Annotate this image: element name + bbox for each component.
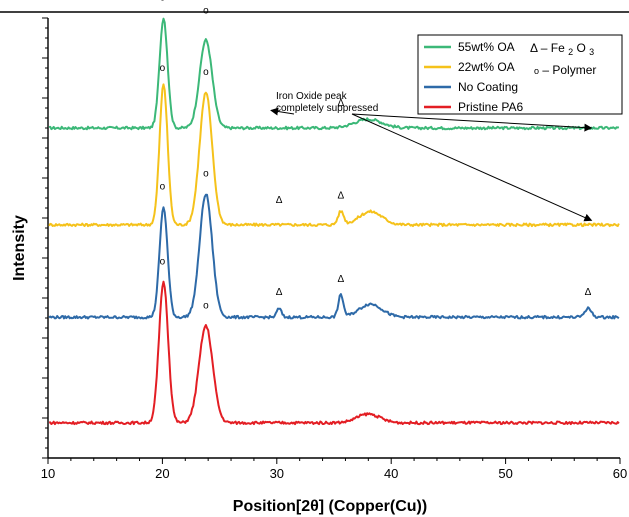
legend-box bbox=[417, 34, 623, 115]
peak-marker: Δ bbox=[585, 287, 592, 298]
legend-polymer-label: o – Polymer bbox=[534, 63, 596, 77]
annotation-arrow bbox=[351, 113, 593, 132]
peak-marker: Δ bbox=[276, 287, 283, 298]
peak-marker: o bbox=[203, 67, 209, 78]
x-tick-label: 60 bbox=[613, 466, 627, 481]
peak-marker: Δ bbox=[338, 98, 345, 109]
peak-markers: o o Δo o Δ Δo o Δ Δ Δo o bbox=[160, 0, 592, 311]
y-ticks bbox=[42, 17, 48, 459]
legend-fe2o3-label: Δ – Fe 2 O 3 bbox=[530, 41, 594, 58]
peak-marker: o bbox=[160, 182, 166, 193]
series-line-1 bbox=[49, 17, 620, 131]
x-tick-label: 30 bbox=[270, 466, 284, 481]
peak-marker: o bbox=[160, 63, 166, 74]
legend: 55wt% OA 22wt% OA No Coating Pristine PA6 Δ… bbox=[417, 34, 623, 115]
legend-label: No Coating bbox=[458, 80, 518, 94]
peak-marker: Δ bbox=[276, 195, 283, 206]
peak-marker: o bbox=[160, 256, 166, 267]
peak-marker: o bbox=[203, 6, 209, 17]
fe2o3-o: O bbox=[576, 41, 585, 55]
legend-label: Pristine PA6 bbox=[458, 100, 523, 114]
x-tick-label: 50 bbox=[498, 466, 512, 481]
legend-label: 22wt% OA bbox=[458, 60, 515, 74]
annotation: Iron Oxide peak completely suppressed bbox=[270, 91, 593, 222]
y-axis-title: Intensity bbox=[11, 215, 28, 281]
series-line-3 bbox=[48, 193, 620, 320]
peak-marker: Δ bbox=[338, 190, 345, 201]
fe2o3-dash: – bbox=[541, 41, 548, 55]
series-line-4 bbox=[49, 280, 620, 426]
annotation-line-2: completely suppressed bbox=[276, 103, 378, 114]
fe2o3-sub1: 2 bbox=[568, 47, 573, 57]
series-line-2 bbox=[48, 83, 620, 228]
series-group bbox=[48, 17, 620, 426]
fe2o3-fe: Fe bbox=[551, 41, 565, 55]
peak-marker: o bbox=[203, 168, 209, 179]
fe2o3-symbol: Δ bbox=[530, 41, 538, 55]
x-tick-label: 20 bbox=[155, 466, 169, 481]
annotation-line-1: Iron Oxide peak bbox=[276, 91, 348, 102]
peak-marker: Δ bbox=[338, 274, 345, 285]
peak-marker: o bbox=[160, 0, 166, 3]
x-axis-title: Position[2θ] (Copper(Cu)) bbox=[233, 498, 427, 515]
polymer-symbol: o bbox=[534, 66, 539, 76]
annotation-arrow bbox=[270, 107, 295, 116]
x-tick-label: 10 bbox=[41, 466, 55, 481]
polymer-text: – Polymer bbox=[542, 63, 596, 77]
legend-label: 55wt% OA bbox=[458, 40, 515, 54]
x-tick-label: 40 bbox=[384, 466, 398, 481]
annotation-arrow bbox=[351, 113, 593, 222]
peak-marker: o bbox=[203, 300, 209, 311]
fe2o3-sub2: 3 bbox=[589, 47, 594, 57]
x-ticks: 10 20 30 40 50 60 bbox=[41, 458, 627, 481]
